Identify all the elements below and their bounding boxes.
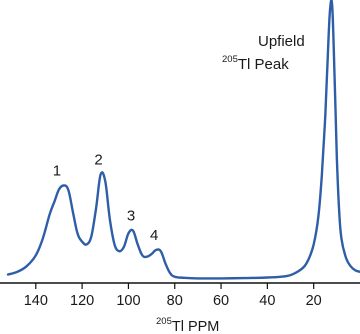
x-tick-label-120: 120 [70,293,94,309]
spectrum-series-line [6,0,360,280]
x-tick-label-80: 80 [167,293,183,309]
x-tick-label-60: 60 [213,293,229,309]
x-tick-label-20: 20 [306,293,322,309]
peak-label-3: 3 [127,208,135,225]
peak-annotations: 1 2 34 [53,152,159,244]
x-axis: 140 120 100 80 60 40 20 [0,282,360,309]
upfield-label-text: Tl Peak [238,56,289,73]
x-tick-label-140: 140 [24,293,48,309]
x-tick-label-40: 40 [259,293,275,309]
x-tick-label-100: 100 [116,293,140,309]
peak-label-4: 4 [150,227,158,244]
peak-label-1: 1 [53,163,61,180]
plot-area [6,0,360,280]
x-axis-label-text: Tl PPM [172,319,220,334]
upfield-label-line1: Upfield [258,33,305,50]
upfield-label-superscript: 205 [222,54,238,65]
peak-label-2: 2 [94,152,102,169]
upfield-label-line2: 205Tl Peak [222,54,289,73]
x-axis-label: 205Tl PPM [156,316,219,334]
x-axis-label-superscript: 205 [156,316,172,327]
